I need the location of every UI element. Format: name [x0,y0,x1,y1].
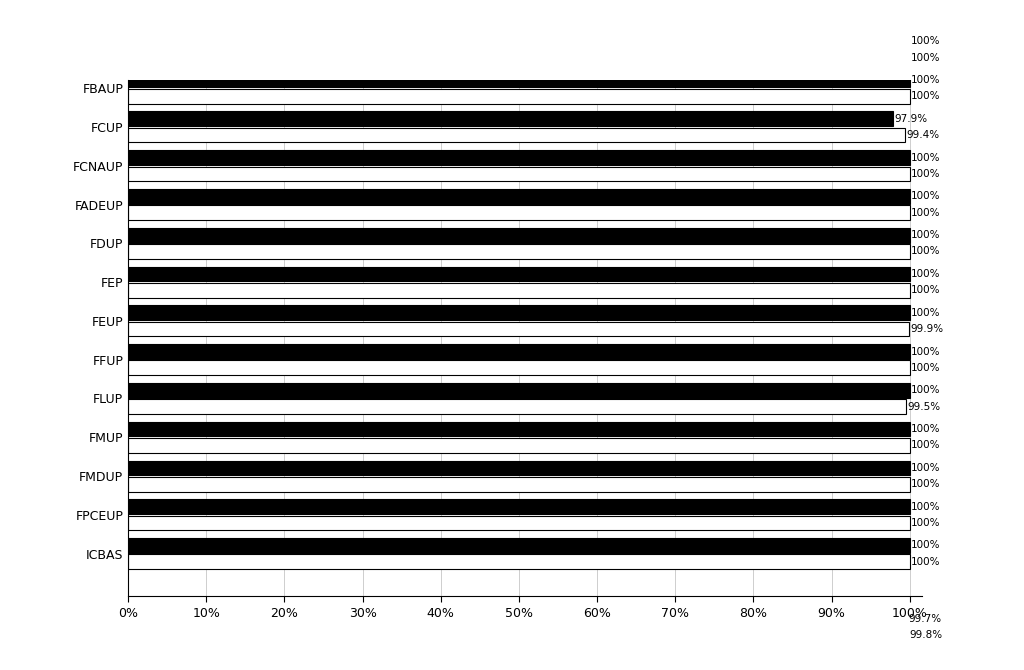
Bar [128,283,910,297]
Bar [128,72,910,87]
Bar [128,150,910,165]
Bar [128,421,910,436]
Bar [128,516,910,531]
Text: 100%: 100% [911,502,941,512]
Text: 100%: 100% [911,346,941,356]
Text: 97.9%: 97.9% [895,114,928,124]
Bar [128,554,910,569]
Bar [128,205,910,220]
Text: 100%: 100% [911,440,941,450]
Bar [128,228,910,243]
Bar [128,628,908,643]
Text: 100%: 100% [911,230,941,240]
Text: 100%: 100% [911,385,941,395]
Bar [128,477,910,492]
Bar [128,399,906,414]
Text: 100%: 100% [911,479,941,489]
Bar [128,344,910,359]
Bar [128,460,910,475]
Text: 99.5%: 99.5% [907,401,940,411]
Bar [128,128,905,143]
Bar [128,538,910,553]
Text: 99.4%: 99.4% [906,130,939,140]
Bar [128,111,894,126]
Text: 100%: 100% [911,557,941,567]
Text: 99.9%: 99.9% [910,324,943,334]
Bar [128,306,910,320]
Text: 100%: 100% [911,247,941,257]
Bar [128,267,910,281]
Bar [128,438,910,453]
Text: 100%: 100% [911,91,941,101]
Text: 100%: 100% [911,285,941,295]
Text: 100%: 100% [911,424,941,434]
Bar [128,612,907,626]
Text: 100%: 100% [911,269,941,279]
Bar [128,244,910,259]
Text: 100%: 100% [911,192,941,202]
Bar [128,89,910,104]
Text: 100%: 100% [911,75,941,85]
Text: 100%: 100% [911,153,941,163]
Text: 100%: 100% [911,169,941,179]
Bar [128,50,910,65]
Text: 100%: 100% [911,52,941,62]
Text: 100%: 100% [911,541,941,551]
Bar [128,322,909,336]
Bar [128,167,910,182]
Bar [128,189,910,204]
Bar [128,499,910,514]
Bar [128,383,910,398]
Text: 99.8%: 99.8% [909,630,943,641]
Text: 100%: 100% [911,463,941,473]
Bar [128,34,910,49]
Text: 100%: 100% [911,363,941,373]
Text: 100%: 100% [911,208,941,218]
Text: 99.7%: 99.7% [908,614,942,624]
Text: 100%: 100% [911,308,941,318]
Text: 100%: 100% [911,518,941,528]
Bar [128,360,910,375]
Text: 100%: 100% [911,36,941,46]
